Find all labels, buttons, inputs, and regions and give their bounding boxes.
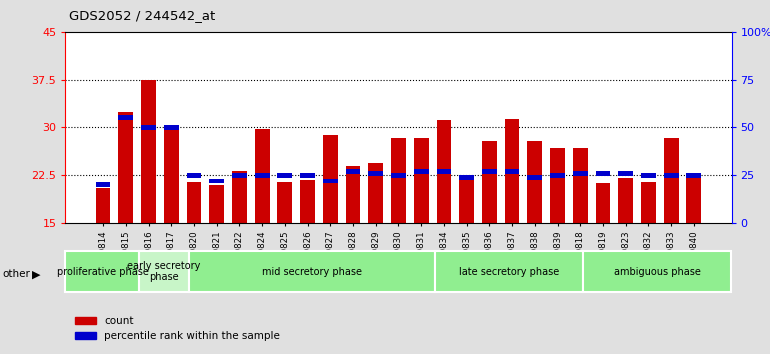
Bar	[300, 173, 315, 178]
Bar	[573, 148, 588, 223]
Bar	[189, 251, 436, 292]
Bar	[527, 175, 542, 179]
Bar	[255, 129, 270, 223]
Bar	[323, 135, 338, 223]
Bar	[141, 80, 156, 223]
Bar	[482, 142, 497, 223]
Bar	[164, 126, 179, 223]
Bar	[459, 175, 474, 179]
Bar	[413, 169, 429, 174]
Text: ambiguous phase: ambiguous phase	[614, 267, 701, 277]
Text: GDS2052 / 244542_at: GDS2052 / 244542_at	[69, 9, 216, 22]
Bar	[368, 163, 383, 223]
Bar	[504, 119, 520, 223]
Text: ▶: ▶	[32, 269, 41, 279]
Bar	[141, 125, 156, 130]
Bar	[346, 169, 360, 174]
Bar	[368, 171, 383, 176]
Text: proliferative phase: proliferative phase	[56, 267, 149, 277]
Bar	[277, 182, 293, 223]
Bar	[139, 251, 189, 292]
Bar	[550, 148, 565, 223]
Bar	[482, 169, 497, 174]
Bar	[664, 173, 678, 178]
Bar	[437, 120, 451, 223]
Bar	[323, 178, 338, 183]
Text: other: other	[2, 269, 30, 279]
Bar	[255, 173, 270, 178]
Text: late secretory phase: late secretory phase	[460, 267, 560, 277]
Bar	[641, 182, 656, 223]
Bar	[391, 138, 406, 223]
Bar	[277, 173, 293, 178]
Text: mid secretory phase: mid secretory phase	[262, 267, 362, 277]
Bar	[550, 173, 565, 178]
Bar	[186, 182, 202, 223]
Bar	[573, 171, 588, 176]
Bar	[232, 173, 247, 178]
Bar	[346, 166, 360, 223]
Bar	[164, 125, 179, 130]
Bar	[232, 171, 247, 223]
Bar	[504, 169, 520, 174]
Bar	[65, 251, 139, 292]
Bar	[584, 251, 731, 292]
Bar	[436, 251, 584, 292]
Bar	[664, 138, 678, 223]
Bar	[687, 175, 701, 223]
Bar	[119, 112, 133, 223]
Legend: count, percentile rank within the sample: count, percentile rank within the sample	[71, 312, 284, 345]
Bar	[618, 178, 633, 223]
Bar	[595, 183, 611, 223]
Bar	[527, 142, 542, 223]
Bar	[641, 173, 656, 178]
Bar	[209, 178, 224, 183]
Bar	[413, 138, 429, 223]
Bar	[209, 185, 224, 223]
Bar	[391, 173, 406, 178]
Bar	[95, 182, 110, 187]
Bar	[595, 171, 611, 176]
Bar	[618, 171, 633, 176]
Bar	[437, 169, 451, 174]
Bar	[186, 173, 202, 178]
Text: early secretory
phase: early secretory phase	[128, 261, 201, 282]
Bar	[95, 188, 110, 223]
Bar	[300, 180, 315, 223]
Bar	[459, 175, 474, 223]
Bar	[687, 173, 701, 178]
Bar	[119, 115, 133, 120]
